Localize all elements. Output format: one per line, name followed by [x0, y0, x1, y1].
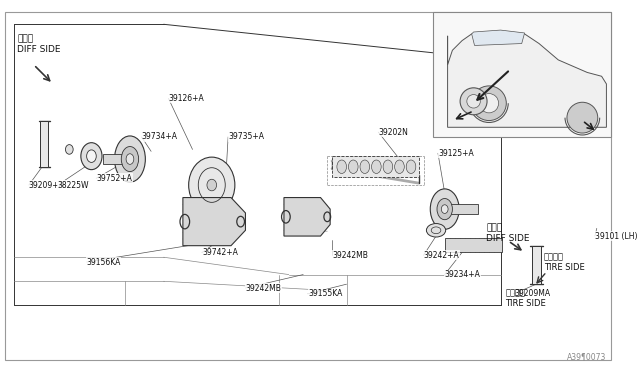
Bar [433, 12, 611, 137]
Text: デフ側: デフ側 [486, 224, 502, 232]
Text: TIRE SIDE: TIRE SIDE [544, 263, 584, 272]
Text: 39202N: 39202N [378, 128, 408, 137]
Ellipse shape [115, 136, 145, 182]
Text: A39¶0073: A39¶0073 [567, 352, 607, 361]
Text: 39752+A: 39752+A [96, 174, 132, 183]
Text: 39155KA: 39155KA [308, 289, 342, 298]
Ellipse shape [122, 147, 139, 171]
Text: 39126+A: 39126+A [168, 94, 204, 103]
Ellipse shape [65, 145, 73, 154]
Text: 39209+A: 39209+A [29, 180, 65, 190]
Bar [103, 154, 124, 164]
Circle shape [479, 94, 499, 113]
Polygon shape [183, 198, 246, 246]
Ellipse shape [372, 160, 381, 173]
Polygon shape [472, 30, 525, 45]
Text: 39242+A: 39242+A [424, 251, 460, 260]
Bar [332, 156, 419, 177]
Ellipse shape [430, 189, 459, 229]
Text: 39734+A: 39734+A [141, 132, 177, 141]
Ellipse shape [207, 179, 216, 191]
Ellipse shape [406, 160, 416, 173]
Ellipse shape [348, 160, 358, 173]
Ellipse shape [189, 157, 235, 213]
Text: 39242MB: 39242MB [332, 251, 368, 260]
Text: タイヤ側: タイヤ側 [506, 288, 525, 297]
Circle shape [472, 86, 506, 121]
Ellipse shape [360, 160, 370, 173]
Text: 38225W: 38225W [58, 180, 89, 190]
Ellipse shape [437, 199, 452, 220]
Ellipse shape [383, 160, 393, 173]
Text: 39125+A: 39125+A [438, 149, 474, 158]
Ellipse shape [86, 150, 96, 163]
Bar [40, 121, 48, 167]
Ellipse shape [126, 154, 134, 164]
Ellipse shape [395, 160, 404, 173]
Polygon shape [284, 198, 330, 236]
Text: 39101 (LH): 39101 (LH) [595, 231, 637, 241]
Bar [445, 204, 478, 214]
Text: 39742+A: 39742+A [202, 248, 238, 257]
Polygon shape [447, 31, 607, 127]
Bar [445, 238, 502, 253]
Ellipse shape [337, 160, 346, 173]
Text: 39735+A: 39735+A [228, 132, 264, 141]
Text: 39156KA: 39156KA [86, 257, 121, 267]
Text: デフ側: デフ側 [17, 34, 33, 43]
Text: DIFF SIDE: DIFF SIDE [17, 45, 61, 54]
Text: 39242MB: 39242MB [246, 283, 282, 292]
Text: 39234+A: 39234+A [445, 270, 481, 279]
Text: 39209MA: 39209MA [514, 289, 550, 298]
Bar [532, 246, 541, 284]
Circle shape [460, 88, 487, 115]
Ellipse shape [442, 205, 448, 214]
Text: TIRE SIDE: TIRE SIDE [506, 299, 546, 308]
Circle shape [467, 94, 480, 108]
Circle shape [567, 102, 598, 133]
Text: タイヤ側: タイヤ側 [544, 253, 564, 262]
Text: DIFF SIDE: DIFF SIDE [486, 234, 529, 243]
Ellipse shape [426, 224, 445, 237]
Ellipse shape [81, 143, 102, 170]
